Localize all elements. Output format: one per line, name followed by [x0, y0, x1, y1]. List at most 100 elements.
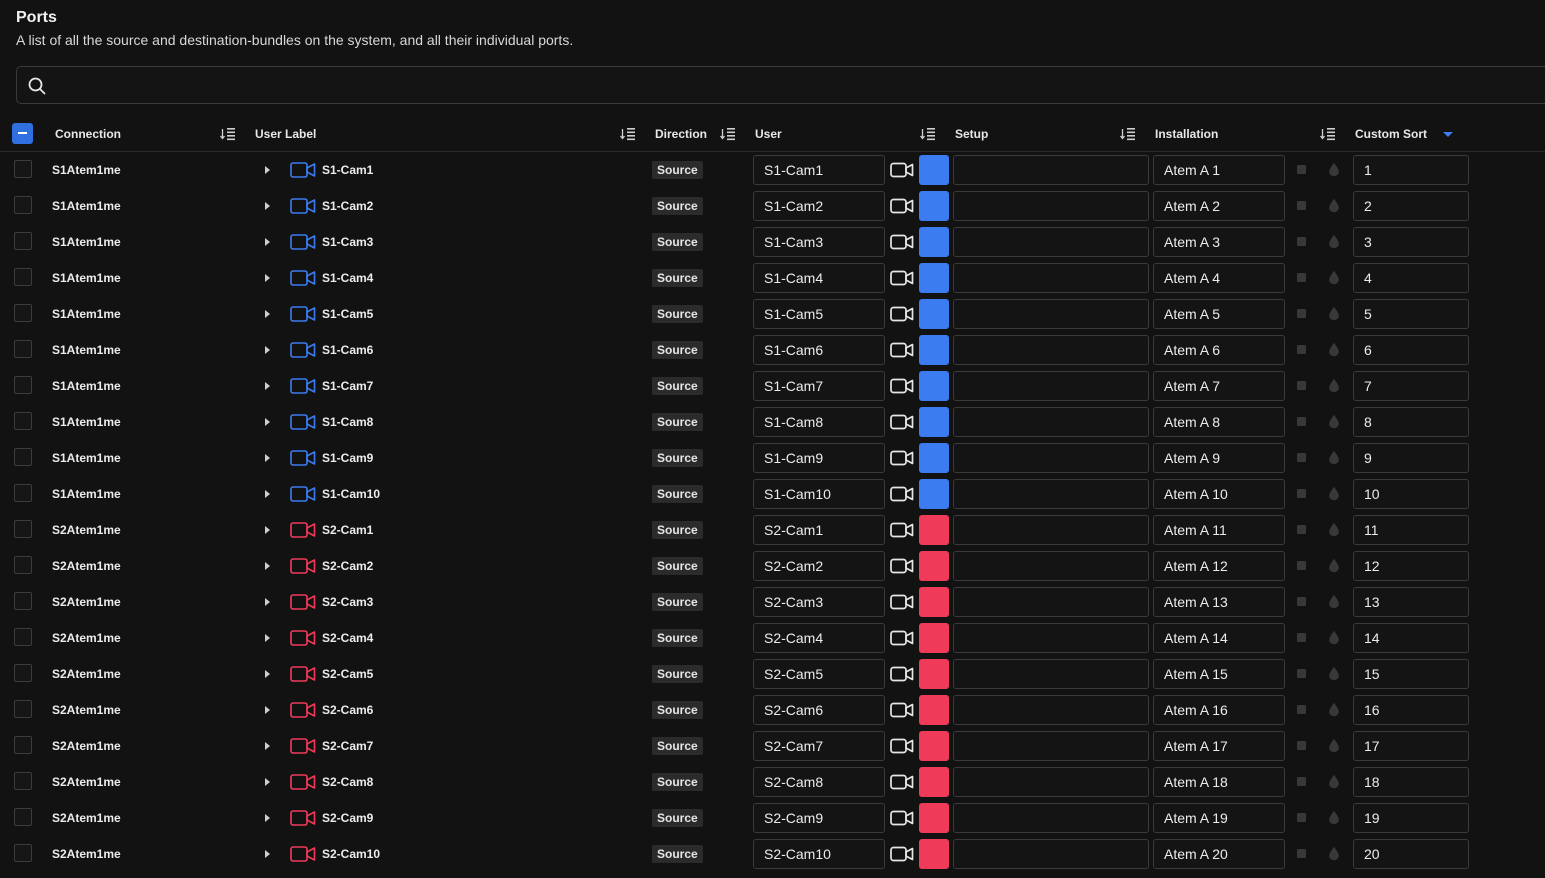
user-input[interactable] — [753, 551, 885, 581]
setup-input[interactable] — [953, 407, 1149, 437]
custom-sort-input[interactable] — [1353, 803, 1469, 833]
color-swatch[interactable] — [919, 803, 949, 833]
color-swatch[interactable] — [919, 587, 949, 617]
user-input[interactable] — [753, 839, 885, 869]
user-input[interactable] — [753, 299, 885, 329]
expand-caret-icon[interactable] — [265, 814, 270, 822]
custom-sort-input[interactable] — [1353, 515, 1469, 545]
installation-input[interactable] — [1153, 515, 1285, 545]
row-checkbox[interactable] — [14, 592, 32, 610]
installation-input[interactable] — [1153, 155, 1285, 185]
user-input[interactable] — [753, 227, 885, 257]
user-input[interactable] — [753, 695, 885, 725]
custom-sort-input[interactable] — [1353, 767, 1469, 797]
user-input[interactable] — [753, 767, 885, 797]
search-input[interactable] — [57, 73, 1541, 99]
sort-icon[interactable] — [220, 127, 236, 141]
setup-input[interactable] — [953, 803, 1149, 833]
installation-input[interactable] — [1153, 839, 1285, 869]
setup-input[interactable] — [953, 587, 1149, 617]
row-checkbox[interactable] — [14, 700, 32, 718]
custom-sort-input[interactable] — [1353, 335, 1469, 365]
setup-input[interactable] — [953, 839, 1149, 869]
user-input[interactable] — [753, 371, 885, 401]
installation-input[interactable] — [1153, 371, 1285, 401]
video-camera-icon[interactable] — [890, 521, 914, 539]
user-input[interactable] — [753, 191, 885, 221]
expand-caret-icon[interactable] — [265, 382, 270, 390]
sort-icon[interactable] — [1320, 127, 1336, 141]
expand-caret-icon[interactable] — [265, 310, 270, 318]
color-swatch[interactable] — [919, 515, 949, 545]
video-camera-icon[interactable] — [890, 377, 914, 395]
custom-sort-input[interactable] — [1353, 263, 1469, 293]
expand-caret-icon[interactable] — [265, 202, 270, 210]
color-swatch[interactable] — [919, 767, 949, 797]
setup-input[interactable] — [953, 767, 1149, 797]
setup-input[interactable] — [953, 515, 1149, 545]
expand-caret-icon[interactable] — [265, 706, 270, 714]
setup-input[interactable] — [953, 191, 1149, 221]
row-checkbox[interactable] — [14, 376, 32, 394]
row-checkbox[interactable] — [14, 520, 32, 538]
setup-input[interactable] — [953, 623, 1149, 653]
row-checkbox[interactable] — [14, 556, 32, 574]
expand-caret-icon[interactable] — [265, 166, 270, 174]
custom-sort-input[interactable] — [1353, 299, 1469, 329]
row-checkbox[interactable] — [14, 844, 32, 862]
row-checkbox[interactable] — [14, 664, 32, 682]
video-camera-icon[interactable] — [890, 161, 914, 179]
color-swatch[interactable] — [919, 443, 949, 473]
color-swatch[interactable] — [919, 731, 949, 761]
setup-input[interactable] — [953, 263, 1149, 293]
user-input[interactable] — [753, 263, 885, 293]
video-camera-icon[interactable] — [890, 557, 914, 575]
installation-input[interactable] — [1153, 551, 1285, 581]
expand-caret-icon[interactable] — [265, 778, 270, 786]
column-header-setup[interactable]: Setup — [955, 127, 989, 141]
expand-caret-icon[interactable] — [265, 850, 270, 858]
video-camera-icon[interactable] — [890, 809, 914, 827]
color-swatch[interactable] — [919, 551, 949, 581]
user-input[interactable] — [753, 731, 885, 761]
expand-caret-icon[interactable] — [265, 454, 270, 462]
custom-sort-input[interactable] — [1353, 587, 1469, 617]
expand-caret-icon[interactable] — [265, 526, 270, 534]
installation-input[interactable] — [1153, 587, 1285, 617]
column-header-custom-sort[interactable]: Custom Sort — [1355, 127, 1427, 141]
video-camera-icon[interactable] — [890, 233, 914, 251]
installation-input[interactable] — [1153, 227, 1285, 257]
video-camera-icon[interactable] — [890, 737, 914, 755]
user-input[interactable] — [753, 515, 885, 545]
row-checkbox[interactable] — [14, 232, 32, 250]
video-camera-icon[interactable] — [890, 449, 914, 467]
expand-caret-icon[interactable] — [265, 418, 270, 426]
installation-input[interactable] — [1153, 443, 1285, 473]
row-checkbox[interactable] — [14, 772, 32, 790]
installation-input[interactable] — [1153, 335, 1285, 365]
expand-caret-icon[interactable] — [265, 238, 270, 246]
installation-input[interactable] — [1153, 263, 1285, 293]
column-header-user[interactable]: User — [755, 127, 782, 141]
color-swatch[interactable] — [919, 263, 949, 293]
select-all-checkbox[interactable] — [12, 123, 33, 144]
setup-input[interactable] — [953, 659, 1149, 689]
row-checkbox[interactable] — [14, 268, 32, 286]
column-header-connection[interactable]: Connection — [55, 127, 121, 141]
expand-caret-icon[interactable] — [265, 742, 270, 750]
video-camera-icon[interactable] — [890, 665, 914, 683]
color-swatch[interactable] — [919, 659, 949, 689]
setup-input[interactable] — [953, 479, 1149, 509]
row-checkbox[interactable] — [14, 736, 32, 754]
row-checkbox[interactable] — [14, 340, 32, 358]
setup-input[interactable] — [953, 227, 1149, 257]
sort-icon[interactable] — [720, 127, 736, 141]
video-camera-icon[interactable] — [890, 341, 914, 359]
column-header-direction[interactable]: Direction — [655, 127, 708, 141]
setup-input[interactable] — [953, 551, 1149, 581]
installation-input[interactable] — [1153, 407, 1285, 437]
setup-input[interactable] — [953, 443, 1149, 473]
video-camera-icon[interactable] — [890, 701, 914, 719]
setup-input[interactable] — [953, 731, 1149, 761]
installation-input[interactable] — [1153, 731, 1285, 761]
